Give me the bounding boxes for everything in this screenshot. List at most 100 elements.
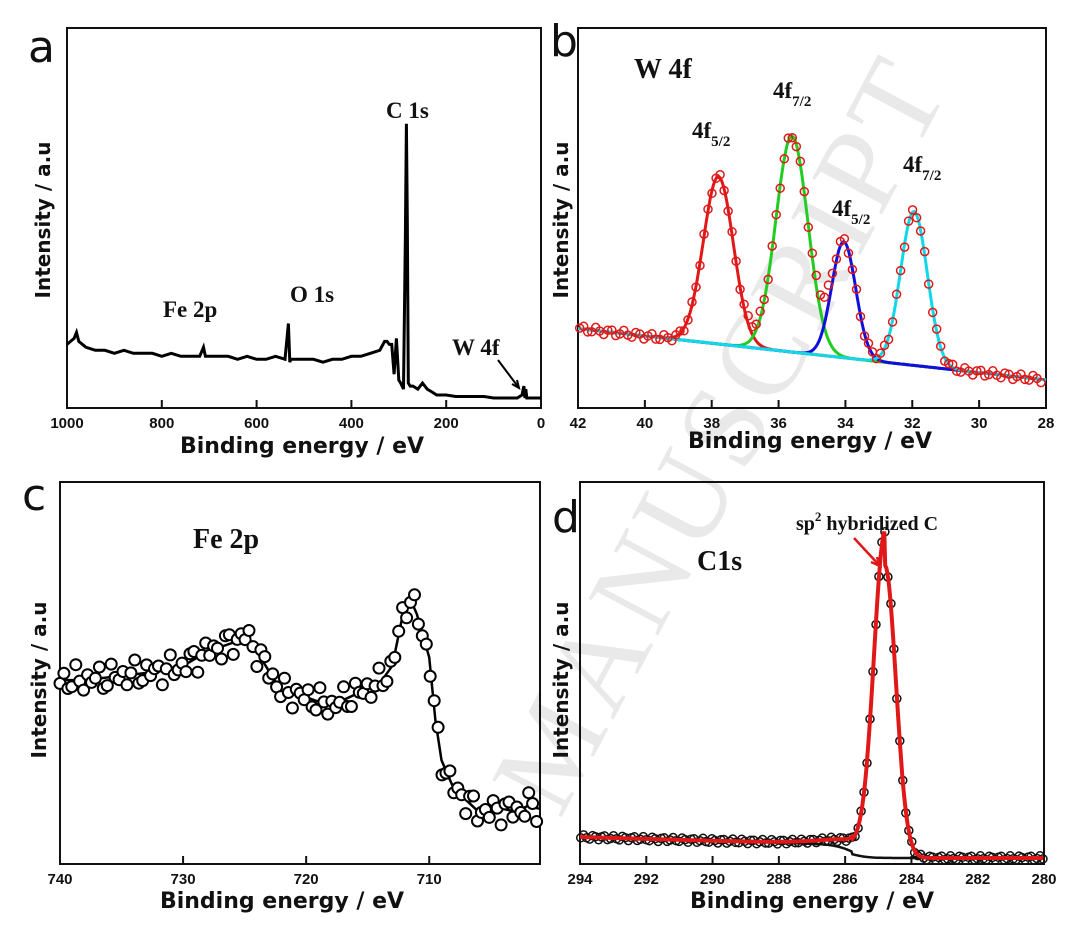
data-point xyxy=(779,154,790,164)
y-axis-label-c: Intensity / a.u xyxy=(27,602,51,759)
annotation-4f72-right: 4f7/2 xyxy=(903,152,941,184)
data-point xyxy=(57,666,71,680)
data-point xyxy=(827,268,838,279)
data-point xyxy=(408,588,421,602)
data-point xyxy=(423,669,437,683)
x-ticks-b: 42 40 38 36 34 32 30 28 xyxy=(570,400,1054,432)
annotation-4f72-left: 4f7/2 xyxy=(773,78,811,110)
x-tick-label: 286 xyxy=(833,871,858,888)
data-point xyxy=(919,246,930,257)
data-point xyxy=(895,265,906,276)
data-point xyxy=(915,226,926,236)
data-point xyxy=(120,678,134,692)
data-point xyxy=(799,186,810,197)
data-point xyxy=(285,701,299,715)
data-point xyxy=(707,188,717,199)
w4f-arrow-head xyxy=(511,379,521,391)
annotation-4f52-left: 4f5/2 xyxy=(692,118,730,150)
sp2-arrow xyxy=(853,537,881,567)
annotation-sp2-rest: hybridized C xyxy=(821,513,938,535)
annotation-sp2-sup: 2 xyxy=(815,509,822,524)
annotation-4f52-right-main: 4f xyxy=(832,196,852,221)
data-point xyxy=(699,229,709,239)
data-point xyxy=(807,248,818,258)
data-point xyxy=(278,671,291,685)
x-tick-label: 800 xyxy=(149,415,174,432)
data-point xyxy=(891,289,902,300)
data-point xyxy=(124,666,138,680)
annotation-4f72-right-sub: 7/2 xyxy=(922,168,941,184)
annotation-c1s: C 1s xyxy=(386,98,429,123)
data-point xyxy=(972,366,982,376)
data-point xyxy=(980,371,990,381)
title-fe2p: Fe 2p xyxy=(193,524,259,555)
x-axis-label-a: Binding energy / eV xyxy=(180,434,424,459)
data-point xyxy=(947,359,958,370)
annotation-o1s: O 1s xyxy=(290,282,334,307)
panel-letter-b: b xyxy=(550,16,578,67)
data-point xyxy=(771,209,781,220)
data-point xyxy=(392,624,406,638)
x-tick-label: 200 xyxy=(434,415,459,432)
data-point xyxy=(735,284,745,295)
data-point xyxy=(380,674,394,688)
x-ticks-c: 740 730 720 710 xyxy=(47,856,442,888)
data-point xyxy=(651,334,661,344)
x-tick-label: 30 xyxy=(971,415,988,432)
panel-letter-c: c xyxy=(22,470,46,521)
data-point xyxy=(775,183,785,193)
data-point xyxy=(467,789,480,803)
data-point xyxy=(943,358,954,369)
y-axis-label-b: Intensity / a.u xyxy=(549,142,573,299)
data-point xyxy=(344,700,358,713)
data-point xyxy=(526,797,540,810)
x-axis-label-b: Binding energy / eV xyxy=(688,429,932,454)
fe2p-line xyxy=(60,597,541,814)
data-point xyxy=(923,279,934,289)
data-point xyxy=(927,307,938,318)
data-point xyxy=(522,786,536,800)
x-tick-label: 36 xyxy=(770,415,787,432)
data-point xyxy=(691,282,701,292)
data-point xyxy=(811,270,822,281)
x-tick-label: 34 xyxy=(837,415,854,432)
data-points-b xyxy=(574,132,1046,388)
data-point xyxy=(582,327,593,337)
y-axis-label-a: Intensity / a.u xyxy=(31,142,55,299)
data-point xyxy=(211,641,224,655)
x-ticks-d: 294 292 290 288 286 284 282 280 xyxy=(567,856,1057,888)
data-point xyxy=(427,694,441,708)
data-point xyxy=(899,242,910,252)
x-tick-label: 710 xyxy=(417,871,442,888)
data-point xyxy=(419,637,433,651)
survey-line xyxy=(66,123,541,400)
sp2-arrow-head xyxy=(870,556,883,569)
x-axis-label-c: Binding energy / eV xyxy=(160,889,404,914)
x-tick-label: 600 xyxy=(244,415,269,432)
data-point xyxy=(683,315,693,325)
x-tick-label: 282 xyxy=(965,871,990,888)
data-point xyxy=(723,206,733,216)
data-point xyxy=(695,260,705,271)
annotation-4f72-left-main: 4f xyxy=(773,78,793,103)
data-point xyxy=(494,818,508,832)
data-point xyxy=(163,648,177,662)
data-point xyxy=(1036,377,1046,388)
data-point xyxy=(675,326,685,336)
data-point xyxy=(831,254,842,264)
x-tick-label: 292 xyxy=(634,871,659,888)
annotation-4f52-left-main: 4f xyxy=(692,118,712,143)
data-point xyxy=(763,274,773,285)
panel-b: b 42 40 38 36 34 32 30 28 Binding energy / eV I… xyxy=(549,16,1054,454)
data-point xyxy=(104,657,118,671)
data-point xyxy=(727,227,737,237)
data-point xyxy=(787,132,798,143)
x-tick-label: 288 xyxy=(766,871,791,888)
data-point xyxy=(767,241,777,251)
data-point xyxy=(459,807,473,821)
data-point xyxy=(715,169,725,180)
annotation-4f72-right-main: 4f xyxy=(903,152,923,177)
data-point xyxy=(839,234,850,244)
x-axis-label-d: Binding energy / eV xyxy=(690,889,934,914)
x-tick-label: 730 xyxy=(171,871,196,888)
